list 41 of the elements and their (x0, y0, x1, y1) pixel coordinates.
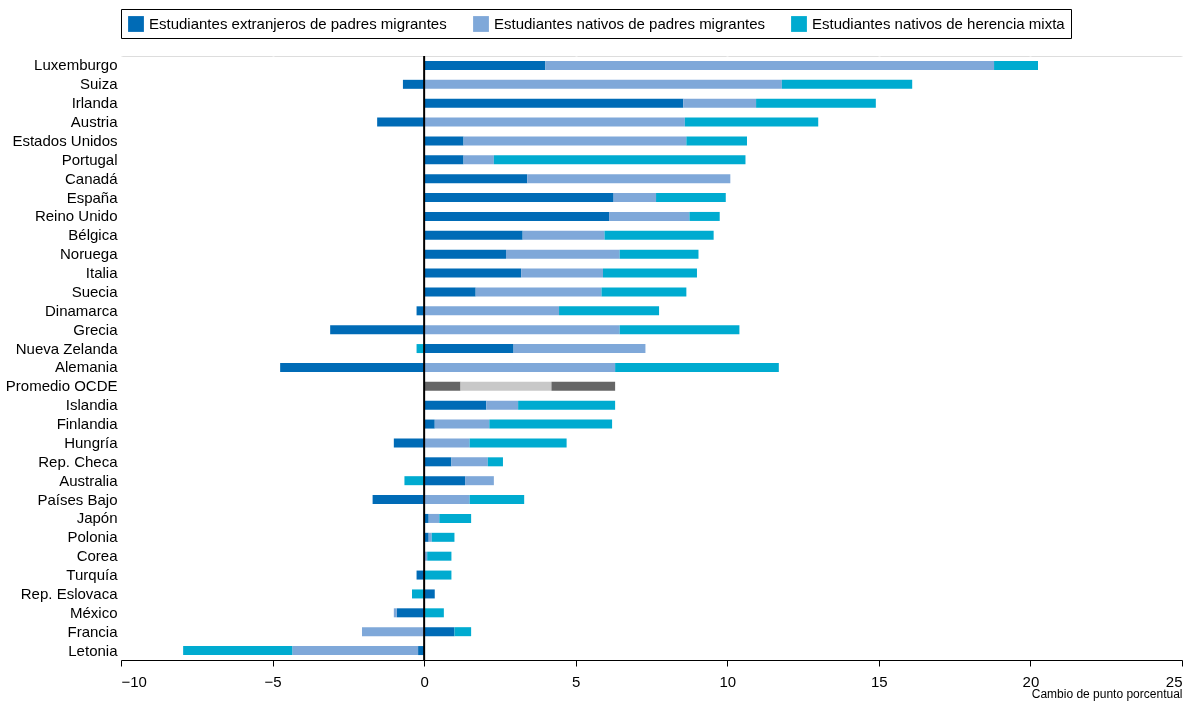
x-tick-label: 5 (572, 672, 581, 690)
y-tick-label: Noruega (59, 245, 119, 263)
x-tick-label: −10 (121, 672, 147, 690)
x-tick-label: 15 (871, 672, 888, 690)
y-tick-label: México (69, 603, 118, 621)
y-tick-label: Países Bajo (37, 490, 118, 508)
y-tick-label: Suiza (79, 75, 119, 93)
y-tick-label: Hungría (64, 433, 119, 451)
y-tick-label: Irlanda (71, 94, 119, 112)
y-tick-label: Portugal (61, 150, 118, 168)
legend-label: Estudiantes nativos de herencia mixta (812, 15, 1066, 32)
y-tick-label: Rep. Checa (38, 452, 119, 470)
x-tick-label: −5 (264, 672, 282, 690)
y-tick-label: Letonia (68, 641, 119, 659)
y-tick-label: Corea (76, 547, 119, 565)
y-tick-label: España (66, 188, 119, 206)
y-tick-label: Australia (59, 471, 119, 489)
legend-label: Estudiantes nativos de padres migrantes (494, 15, 765, 32)
y-tick-label: Finlandia (56, 415, 119, 433)
y-tick-label: Bélgica (68, 226, 119, 244)
y-tick-label: Islandia (65, 396, 119, 414)
y-tick-label: Reino Unido (34, 207, 118, 225)
y-tick-label: Estados Unidos (12, 131, 118, 149)
y-tick-label: Nueva Zelanda (15, 339, 119, 357)
y-tick-label: Grecia (73, 320, 119, 338)
y-tick-label: Francia (67, 622, 119, 640)
y-tick-label: Suecia (71, 282, 119, 300)
y-tick-label: Alemania (54, 358, 119, 376)
x-tick-label: 0 (420, 672, 429, 690)
y-tick-label: Italia (85, 264, 119, 282)
y-tick-label: Austria (70, 113, 119, 131)
y-tick-label: Dinamarca (44, 301, 119, 319)
y-tick-label: Rep. Eslovaca (20, 584, 119, 602)
x-tick-label: 10 (719, 672, 737, 690)
legend-label: Estudiantes extranjeros de padres migrantes (149, 15, 447, 32)
y-tick-label: Japón (76, 509, 118, 527)
y-tick-label: Promedio OCDE (5, 377, 118, 395)
y-tick-label: Polonia (67, 528, 119, 546)
y-tick-label: Canadá (64, 169, 119, 187)
y-tick-label: Luxemburgo (34, 56, 118, 74)
y-tick-label: Turquía (66, 566, 119, 584)
